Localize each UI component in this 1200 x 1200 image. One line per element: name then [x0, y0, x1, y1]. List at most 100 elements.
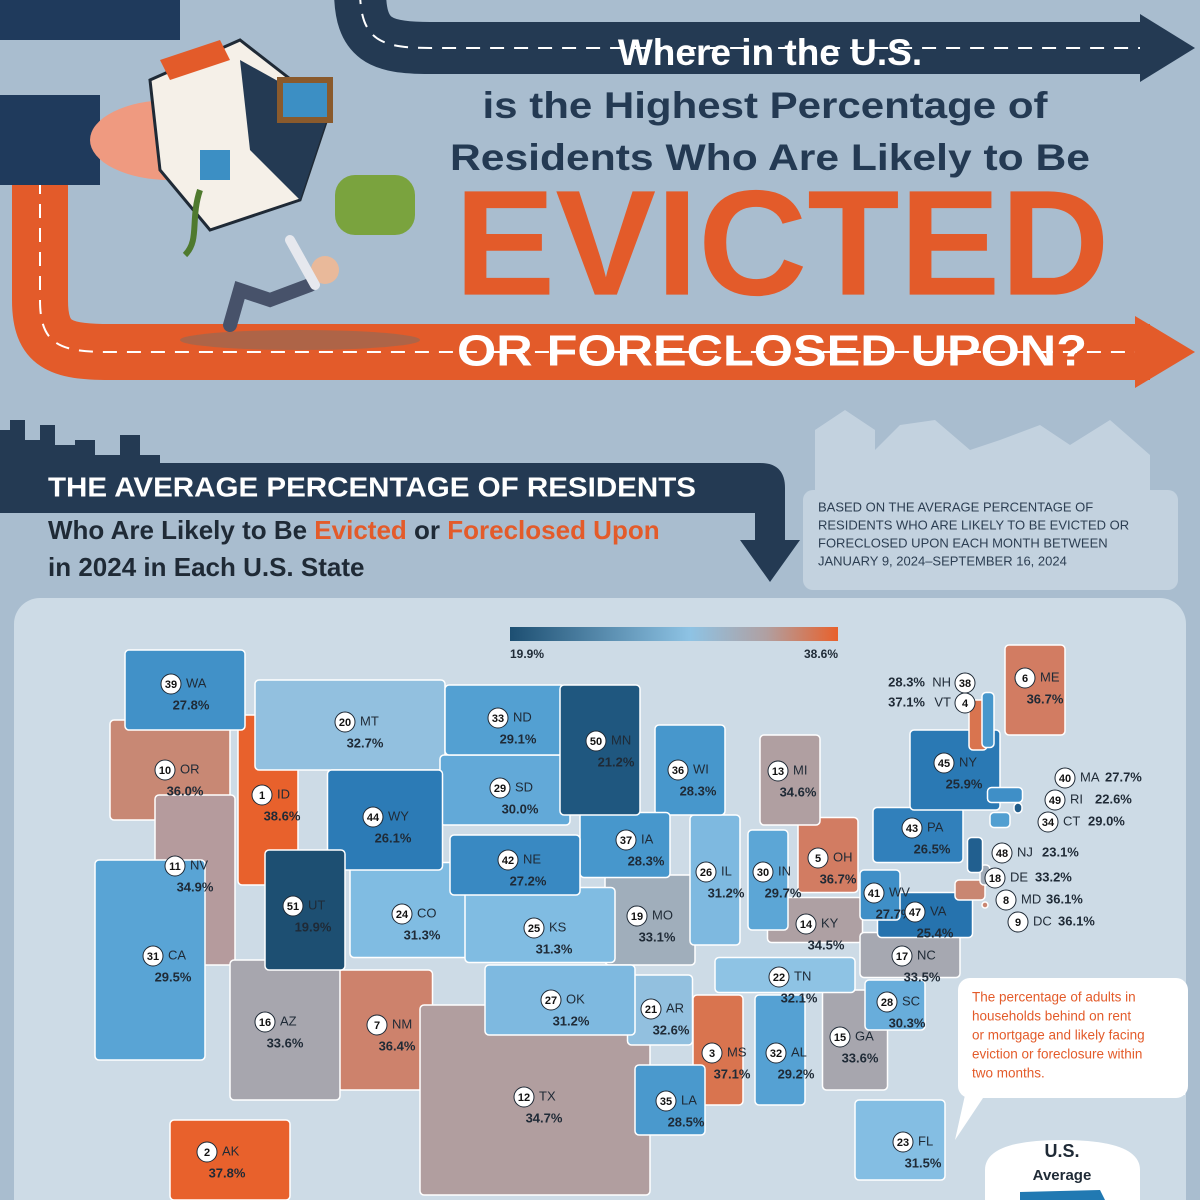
note-line: FORECLOSED UPON EACH MONTH BETWEEN — [818, 535, 1108, 550]
state-abbr: PA — [927, 819, 944, 834]
state-value: 36.7% — [820, 871, 857, 886]
subtitle-part: Who Are Likely to Be — [48, 515, 314, 545]
state-abbr: KY — [821, 915, 839, 930]
header-line: Residents Who Are Likely to Be — [450, 137, 1090, 178]
state-abbr: KS — [549, 919, 567, 934]
state-rank: 7 — [374, 1020, 380, 1032]
state-value: 33.2% — [1035, 869, 1072, 884]
state-tile — [229, 959, 341, 1101]
state-label: 43 PA 26.5% — [901, 817, 951, 856]
orange-road — [12, 180, 1195, 388]
state-rank: 19 — [631, 911, 643, 923]
state-label: 18 DE 33.2% — [984, 867, 1072, 889]
rank-badge — [497, 849, 519, 871]
state-label: 2 AK 37.8% — [196, 1141, 246, 1180]
state-abbr: TX — [539, 1088, 556, 1103]
rank-badge — [829, 1026, 851, 1048]
state-rank: 23 — [897, 1137, 909, 1149]
rank-badge — [523, 917, 545, 939]
state-value: 29.0% — [1088, 813, 1125, 828]
section-subtitle: Who Are Likely to Be Evicted or Foreclos… — [48, 515, 660, 545]
state-tile — [124, 649, 246, 731]
state-abbr: FL — [918, 1133, 933, 1148]
state-label: 49 RI 22.6% — [1044, 789, 1132, 811]
callout-line: or mortgage and likely facing — [972, 1028, 1145, 1043]
state-label: 40 MA 27.7% — [1054, 767, 1142, 789]
state-label: 14 KY 34.5% — [795, 913, 845, 952]
state-label: 12 TX 34.7% — [513, 1086, 563, 1125]
state-value: 34.6% — [780, 784, 817, 799]
state-rank: 32 — [770, 1048, 782, 1060]
state-value: 27.8% — [173, 697, 210, 712]
state-label: 30 IN 29.7% — [752, 861, 802, 900]
state-abbr: AZ — [280, 1013, 297, 1028]
rank-badge — [142, 945, 164, 967]
state-label: 41 WV 27.7% — [863, 882, 913, 921]
state-tile — [954, 879, 986, 901]
state-value: 25.4% — [917, 925, 954, 940]
note-line: RESIDENTS WHO ARE LIKELY TO BE EVICTED O… — [818, 517, 1129, 532]
state-label: 25 KS 31.3% — [523, 917, 573, 956]
rank-badge — [701, 1042, 723, 1064]
state-abbr: ND — [513, 709, 532, 724]
navy-road — [334, 0, 1195, 82]
state-rank: 8 — [1003, 895, 1009, 907]
state-value: 33.1% — [639, 929, 676, 944]
state-value: 37.1% — [714, 1066, 751, 1081]
state-value: 37.1% — [888, 694, 925, 709]
state-tile — [1004, 644, 1066, 736]
state-rank: 26 — [700, 867, 712, 879]
rank-badge — [160, 673, 182, 695]
state-label: 37 IA 28.3% — [615, 829, 665, 868]
state-label: 6 ME 36.7% — [1014, 667, 1064, 706]
state-rank: 40 — [1059, 773, 1071, 785]
rank-badge — [891, 945, 913, 967]
state-rank: 31 — [147, 951, 159, 963]
state-abbr: ID — [277, 786, 290, 801]
state-value: 32.1% — [781, 990, 818, 1005]
state-value: 29.5% — [155, 969, 192, 984]
state-rank: 35 — [660, 1096, 672, 1108]
state-abbr: NE — [523, 851, 541, 866]
state-rank: 15 — [834, 1032, 846, 1044]
state-rank: 39 — [165, 679, 177, 691]
state-rank: 30 — [757, 867, 769, 879]
state-rank: 28 — [881, 997, 893, 1009]
state-label: 51 UT 19.9% — [282, 895, 332, 934]
header-line: is the Highest Percentage of — [483, 85, 1049, 126]
state-tile — [169, 1119, 291, 1200]
state-label: 28.3% NH 38 — [888, 672, 976, 694]
state-value: 36.4% — [379, 1038, 416, 1053]
state-value: 32.7% — [347, 735, 384, 750]
rank-badge — [991, 842, 1013, 864]
state-value: 22.6% — [1095, 791, 1132, 806]
state-label: 16 AZ 33.6% — [254, 1011, 304, 1050]
state-abbr: WY — [388, 808, 409, 823]
rank-badge — [876, 991, 898, 1013]
state-value: 29.7% — [765, 885, 802, 900]
state-value: 26.5% — [914, 841, 951, 856]
callout-box — [958, 978, 1188, 1098]
state-label: 36 WI 28.3% — [667, 759, 717, 798]
state-tile — [981, 691, 995, 749]
average-title: U.S. — [1044, 1141, 1079, 1161]
state-value: 27.2% — [510, 873, 547, 888]
state-rank: 24 — [396, 909, 409, 921]
rank-badge — [513, 1086, 535, 1108]
state-tile — [264, 849, 346, 971]
rank-badge — [615, 829, 637, 851]
rank-badge — [489, 777, 511, 799]
section-title: THE AVERAGE PERCENTAGE OF RESIDENTS — [48, 471, 696, 502]
state-abbr: CA — [168, 947, 186, 962]
state-rank: 12 — [518, 1092, 530, 1104]
state-label: 39 WA 27.8% — [160, 673, 210, 712]
state-abbr: NC — [917, 947, 936, 962]
state-rank: 50 — [590, 736, 602, 748]
state-value: 37.8% — [209, 1165, 246, 1180]
state-rank: 22 — [773, 972, 785, 984]
state-rank: 11 — [169, 861, 181, 873]
state-label: 34 CT 29.0% — [1037, 811, 1125, 833]
state-label: 48 NJ 23.1% — [991, 842, 1079, 864]
state-label: 31 CA 29.5% — [142, 945, 192, 984]
state-label: 50 MN 21.2% — [585, 730, 635, 769]
